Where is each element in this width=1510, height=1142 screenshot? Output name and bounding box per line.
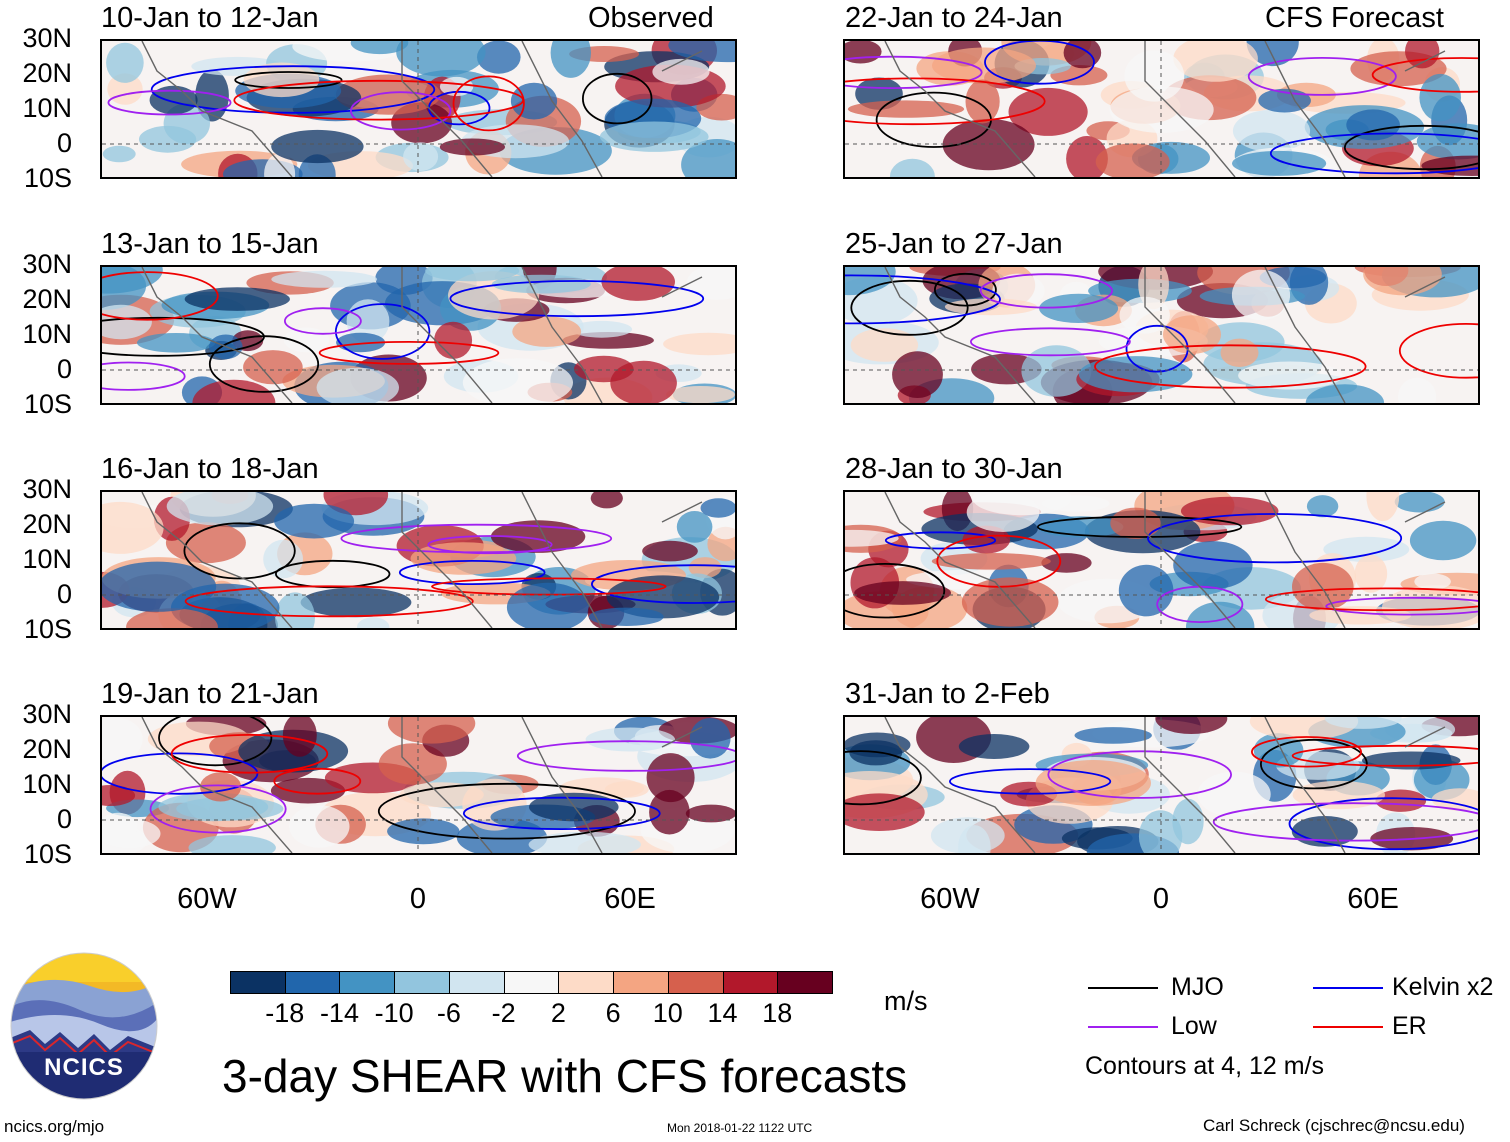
y-tick-label: 0 <box>56 804 72 834</box>
colorbar-label: -2 <box>491 998 516 1028</box>
y-tick-label: 30N <box>22 699 72 729</box>
colorbar-unit: m/s <box>884 986 928 1016</box>
x-tick-0-left: 0 <box>409 883 427 915</box>
panel-title-7: 28-Jan to 30-Jan <box>845 453 1063 485</box>
y-tick-label: 10N <box>22 93 72 123</box>
ncics-logo: NCICS <box>10 952 158 1100</box>
y-tick-label: 20N <box>22 734 72 764</box>
legend-label-er: ER <box>1392 1012 1427 1040</box>
x-tick-60w-left: 60W <box>177 883 237 915</box>
y-tick-label: 0 <box>56 354 72 384</box>
contours-note: Contours at 4, 12 m/s <box>1085 1052 1325 1080</box>
y-tick-label: 10S <box>23 389 72 419</box>
cfs-forecast-label: CFS Forecast <box>1265 2 1444 34</box>
legend-line-low <box>1088 1026 1158 1028</box>
y-tick-label: 10S <box>23 614 72 644</box>
colorbar-label: 18 <box>762 998 793 1028</box>
colorbar-swatch <box>448 971 505 994</box>
legend-line-er <box>1313 1026 1383 1028</box>
panel-title-1: 10-Jan to 12-Jan <box>101 2 319 34</box>
y-tick-label: 10S <box>23 839 72 869</box>
map-panel-3 <box>100 490 737 630</box>
colorbar-swatch <box>777 971 833 994</box>
y-tick-label: 10N <box>22 769 72 799</box>
colorbar-swatch <box>339 971 396 994</box>
x-tick-60e-left: 60E <box>604 883 656 915</box>
y-tick-label: 20N <box>22 58 72 88</box>
panel-title-3: 16-Jan to 18-Jan <box>101 453 319 485</box>
y-tick-label: 20N <box>22 509 72 539</box>
y-tick-label: 30N <box>22 249 72 279</box>
colorbar-swatch <box>722 971 779 994</box>
colorbar-swatch <box>667 971 724 994</box>
map-panel-4 <box>100 715 737 855</box>
y-tick-label: 10N <box>22 319 72 349</box>
colorbar-label: -10 <box>374 998 414 1028</box>
colorbar-label: 10 <box>652 998 683 1028</box>
logo-text: NCICS <box>44 1054 124 1081</box>
y-tick-label: 30N <box>22 23 72 53</box>
colorbar-label: -6 <box>436 998 461 1028</box>
y-tick-label: 20N <box>22 284 72 314</box>
y-tick-label: 10S <box>23 163 72 193</box>
legend-label-mjo: MJO <box>1171 973 1224 1001</box>
x-tick-0-right: 0 <box>1152 883 1170 915</box>
legend-line-mjo <box>1088 987 1158 989</box>
map-panel-5 <box>843 39 1480 179</box>
map-panel-6 <box>843 265 1480 405</box>
colorbar-label: 6 <box>605 998 621 1028</box>
footer-author: Carl Schreck (cjschrec@ncsu.edu) <box>1203 1116 1465 1135</box>
footer-timestamp: Mon 2018-01-22 1122 UTC <box>667 1121 813 1135</box>
map-panel-7 <box>843 490 1480 630</box>
panel-title-6: 25-Jan to 27-Jan <box>845 228 1063 260</box>
panel-title-5: 22-Jan to 24-Jan <box>845 2 1063 34</box>
colorbar-swatch <box>230 971 286 994</box>
panel-title-8: 31-Jan to 2-Feb <box>845 678 1050 710</box>
colorbar-swatch <box>284 971 341 994</box>
y-tick-label: 0 <box>56 128 72 158</box>
colorbar-label: -14 <box>319 998 359 1028</box>
map-panel-2 <box>100 265 737 405</box>
main-title: 3-day SHEAR with CFS forecasts <box>222 1050 908 1102</box>
x-tick-60e-right: 60E <box>1347 883 1399 915</box>
y-tick-label: 10N <box>22 544 72 574</box>
legend-label-kelvin: Kelvin x2 <box>1392 973 1494 1001</box>
y-tick-label: 30N <box>22 474 72 504</box>
map-panel-8 <box>843 715 1480 855</box>
colorbar-label: 2 <box>550 998 566 1028</box>
colorbar-swatch <box>613 971 669 994</box>
observed-label: Observed <box>588 2 714 34</box>
x-tick-60w-right: 60W <box>920 883 980 915</box>
map-panel-1 <box>100 39 737 179</box>
colorbar-swatch <box>558 971 615 994</box>
colorbar-label: -18 <box>265 998 305 1028</box>
y-tick-label: 0 <box>56 579 72 609</box>
footer-url[interactable]: ncics.org/mjo <box>4 1117 105 1136</box>
colorbar-label: 14 <box>707 998 738 1028</box>
colorbar-swatch <box>394 971 450 994</box>
colorbar-swatch <box>503 971 560 994</box>
panel-title-4: 19-Jan to 21-Jan <box>101 678 319 710</box>
panel-title-2: 13-Jan to 15-Jan <box>101 228 319 260</box>
legend-label-low: Low <box>1171 1012 1217 1040</box>
legend-line-kelvin <box>1313 987 1383 989</box>
